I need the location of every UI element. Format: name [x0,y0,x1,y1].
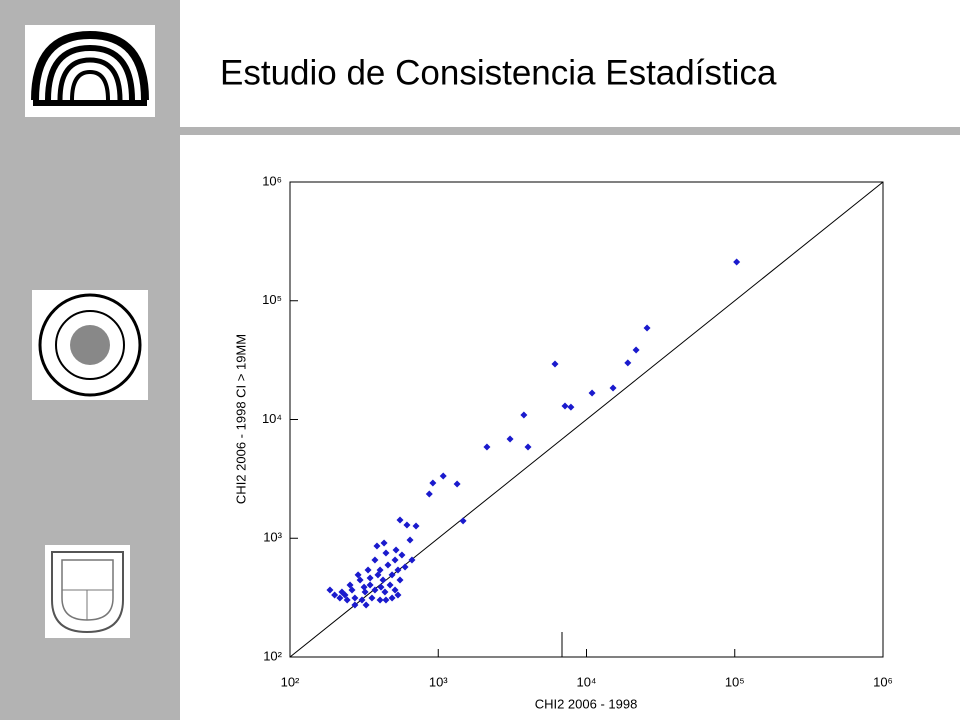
point [567,403,575,411]
point [371,586,379,594]
point [382,596,390,604]
point [351,594,359,602]
point [373,542,381,550]
point [609,384,617,392]
point [394,566,402,574]
point [360,583,368,591]
point [425,490,433,498]
point [398,551,406,559]
point [376,566,384,574]
point [336,594,344,602]
point [380,539,388,547]
y-tick-label: 10⁵ [262,292,282,307]
point [401,563,409,571]
point [524,443,532,451]
point [374,571,382,579]
point [412,522,420,530]
point [394,591,402,599]
point [388,594,396,602]
point [588,389,596,397]
point [354,571,362,579]
y-axis-label: CHI2 2006 - 1998 CI > 19MM [233,334,248,504]
logo-bottom [45,545,130,638]
point [358,596,366,604]
y-tick-label: 10⁶ [262,173,282,188]
header-rule [180,127,960,135]
point [379,576,387,584]
point [408,556,416,564]
point [459,517,467,525]
point [632,346,640,354]
reference-line [289,181,884,658]
point [376,596,384,604]
point [362,601,370,609]
point [520,411,528,419]
y-tick-label: 10² [263,648,282,663]
point [392,546,400,554]
point [391,586,399,594]
point [439,472,447,480]
point [643,324,651,332]
point [368,594,376,602]
point [382,549,390,557]
point [429,479,437,487]
point [391,556,399,564]
point [396,516,404,524]
point [366,581,374,589]
y-tick-label: 10³ [263,530,282,545]
x-tick-label: 10⁴ [576,674,596,689]
point [506,435,514,443]
point [371,556,379,564]
point [406,536,414,544]
point [343,596,351,604]
point [346,581,354,589]
point [366,574,374,582]
point [403,521,411,529]
point [377,583,385,591]
point [338,588,346,596]
slide-title: Estudio de Consistencia Estadística [220,53,777,92]
point [733,258,741,266]
logo-top [25,25,155,117]
point [396,576,404,584]
point [361,588,369,596]
point [384,561,392,569]
point [381,588,389,596]
x-tick-label: 10⁶ [873,674,893,689]
point [551,360,559,368]
point [356,576,364,584]
point [351,601,359,609]
x-axis-label: CHI2 2006 - 1998 [535,696,638,711]
x-tick-label: 10⁵ [725,674,745,689]
logo-middle [32,290,148,400]
point [624,359,632,367]
y-tick-label: 10⁴ [262,411,282,426]
x-tick-label: 10³ [429,674,448,689]
point [388,571,396,579]
point [326,586,334,594]
point [453,480,461,488]
point [561,402,569,410]
point [483,443,491,451]
point [364,566,372,574]
point [386,581,394,589]
x-tick-label: 10² [281,674,300,689]
point [331,591,339,599]
